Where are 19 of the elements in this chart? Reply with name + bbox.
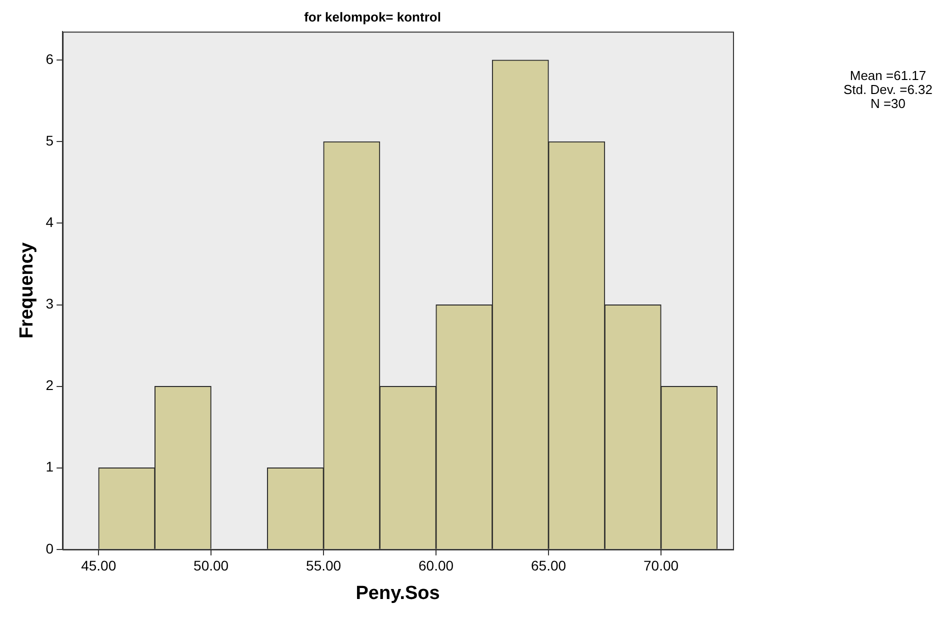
y-tick-label: 3 bbox=[46, 296, 54, 312]
chart-title: for kelompok= kontrol bbox=[304, 9, 441, 24]
y-tick-label: 0 bbox=[46, 540, 54, 556]
x-tick-label: 65.00 bbox=[531, 558, 566, 574]
y-axis-title: Frequency bbox=[16, 242, 38, 339]
y-tick-label: 2 bbox=[46, 377, 54, 394]
x-tick-label: 60.00 bbox=[418, 558, 454, 574]
y-tick-label: 4 bbox=[46, 214, 54, 230]
x-tick-label: 50.00 bbox=[194, 558, 229, 574]
text: N =30 bbox=[870, 96, 906, 112]
text: Mean =61.17 bbox=[850, 68, 926, 84]
x-axis-title: Peny.Sos bbox=[356, 582, 440, 604]
text: Std. Dev. =6.32 bbox=[843, 82, 933, 98]
x-tick-label: 45.00 bbox=[81, 558, 116, 574]
x-tick-label: 70.00 bbox=[643, 558, 679, 574]
y-tick-label: 5 bbox=[46, 132, 54, 149]
x-tick-label: 55.00 bbox=[306, 558, 342, 574]
y-tick-label: 1 bbox=[46, 458, 54, 475]
y-tick-label: 6 bbox=[46, 51, 54, 67]
